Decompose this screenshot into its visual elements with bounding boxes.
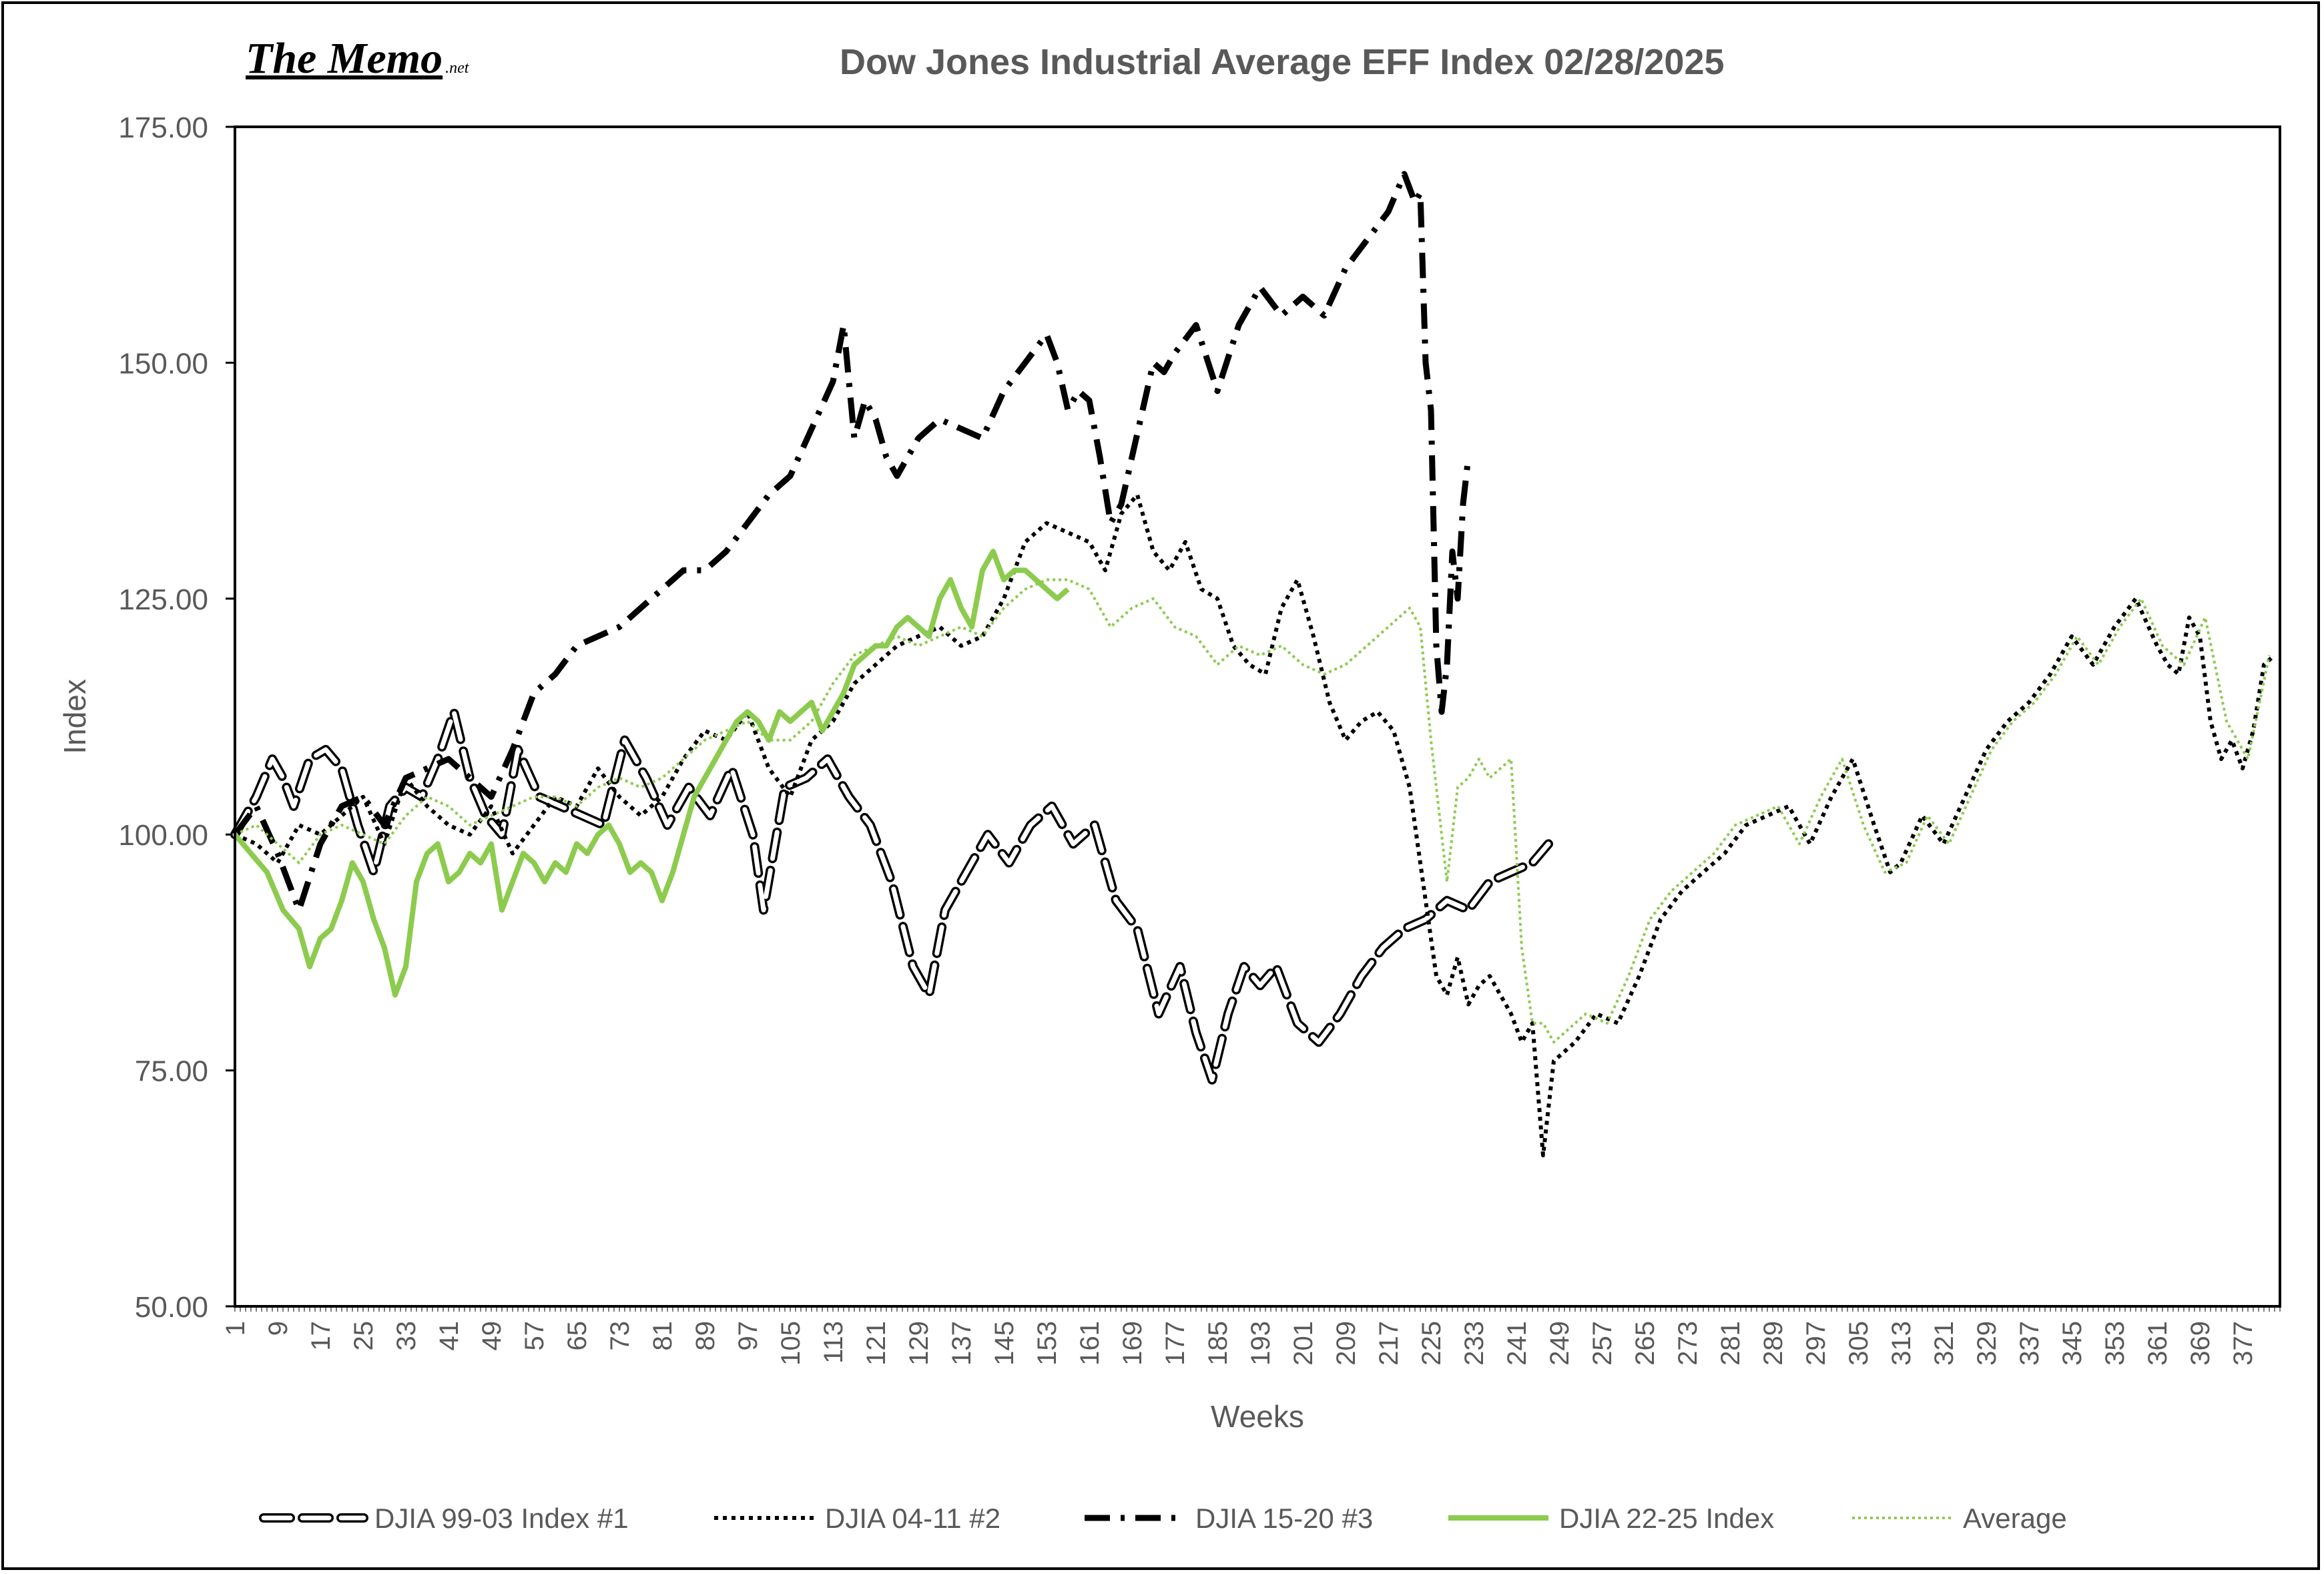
y-axis-label: Index — [57, 679, 92, 754]
y-tick-label: 150.00 — [118, 347, 208, 380]
x-tick-label: 105 — [776, 1321, 806, 1366]
x-tick-label: 289 — [1759, 1321, 1788, 1366]
x-tick-label: 97 — [734, 1321, 763, 1351]
x-tick-label: 257 — [1588, 1321, 1617, 1366]
x-tick-label: 65 — [563, 1321, 592, 1351]
y-tick-label: 50.00 — [135, 1291, 208, 1324]
brand-suffix: .net — [445, 59, 469, 77]
x-tick-label: 89 — [691, 1321, 720, 1351]
legend-item-4: DJIA 22-25 Index — [1448, 1503, 1774, 1534]
series-line — [232, 549, 1070, 998]
x-tick-label: 145 — [990, 1321, 1019, 1366]
x-tick-label: 369 — [2186, 1321, 2215, 1366]
legend-label: DJIA 22-25 Index — [1559, 1503, 1774, 1534]
x-tick-label: 57 — [520, 1321, 549, 1351]
x-tick-label: 169 — [1118, 1321, 1147, 1366]
x-tick-label: 353 — [2100, 1321, 2130, 1366]
y-tick-label: 100.00 — [118, 819, 208, 852]
x-tick-label: 17 — [306, 1321, 336, 1351]
x-tick-label: 321 — [1930, 1321, 1959, 1366]
series-3 — [232, 171, 1472, 913]
x-tick-label: 217 — [1374, 1321, 1404, 1366]
x-tick-label: 345 — [2058, 1321, 2087, 1366]
y-tick-label: 125.00 — [118, 583, 208, 616]
x-tick-label: 233 — [1460, 1321, 1489, 1366]
legend-label: DJIA 15-20 #3 — [1195, 1503, 1373, 1534]
series-4 — [232, 549, 1070, 998]
series-5 — [234, 578, 2271, 1044]
x-tick-label: 113 — [819, 1321, 848, 1364]
x-tick-label: 33 — [392, 1321, 421, 1351]
x-tick-label: 41 — [434, 1321, 464, 1351]
brand-name: The Memo — [246, 34, 443, 83]
x-tick-label: 177 — [1161, 1321, 1190, 1366]
x-tick-label: 361 — [2143, 1321, 2172, 1366]
series-1 — [230, 707, 1553, 1085]
x-tick-label: 49 — [477, 1321, 507, 1351]
x-tick-label: 201 — [1289, 1321, 1318, 1366]
x-tick-label: 9 — [264, 1321, 293, 1336]
x-tick-label: 273 — [1673, 1321, 1703, 1366]
x-axis-label: Weeks — [1211, 1399, 1304, 1434]
legend-item-5: Average — [1852, 1503, 2067, 1534]
x-tick-label: 281 — [1716, 1321, 1745, 1366]
x-tick-label: 121 — [862, 1321, 891, 1366]
x-tick-label: 81 — [648, 1321, 677, 1351]
y-tick-label: 75.00 — [135, 1055, 208, 1088]
legend-label: DJIA 04-11 #2 — [825, 1503, 1000, 1534]
x-tick-label: 313 — [1887, 1321, 1916, 1366]
legend-item-2: DJIA 04-11 #2 — [714, 1503, 1000, 1534]
x-axis-ticks: 1 9 17 25 33 41 49 57 65 73 81 89 97 105 113 121 129 137 1… — [221, 1306, 2281, 1366]
x-tick-label: 337 — [2015, 1321, 2044, 1366]
legend: DJIA 99-03 Index #1 DJIA 04-11 #2 DJIA 15-… — [259, 1503, 2067, 1534]
x-tick-label: 265 — [1631, 1321, 1660, 1366]
y-axis-ticks: 50.00 75.00 100.00 125.00 150.00 175.00 — [118, 111, 235, 1324]
x-tick-label: 209 — [1332, 1321, 1361, 1366]
chart-title: Dow Jones Industrial Average EFF Index 0… — [840, 42, 1725, 82]
plot-area-border — [234, 125, 2281, 1308]
x-tick-label: 297 — [1801, 1321, 1831, 1366]
series-line — [234, 493, 2276, 1157]
brand-logo: The Memo .net — [246, 33, 469, 84]
series-2 — [234, 493, 2276, 1157]
x-tick-label: 25 — [349, 1321, 378, 1351]
legend-item-3: DJIA 15-20 #3 — [1085, 1503, 1373, 1534]
legend-item-1: DJIA 99-03 Index #1 — [259, 1503, 629, 1534]
x-tick-label: 193 — [1246, 1321, 1275, 1366]
x-tick-label: 225 — [1417, 1321, 1446, 1366]
series-layer — [230, 171, 2276, 1157]
x-tick-label: 73 — [605, 1321, 635, 1351]
series-line — [232, 171, 1472, 913]
x-tick-label: 153 — [1033, 1321, 1062, 1366]
legend-label: DJIA 99-03 Index #1 — [374, 1503, 629, 1534]
x-tick-label: 1 — [221, 1321, 250, 1336]
x-tick-label: 377 — [2229, 1321, 2258, 1366]
series-line-inner — [232, 709, 1551, 1083]
x-tick-label: 241 — [1502, 1321, 1532, 1366]
legend-label: Average — [1963, 1503, 2067, 1534]
x-tick-label: 305 — [1844, 1321, 1873, 1366]
series-line — [234, 578, 2271, 1044]
x-tick-label: 129 — [904, 1321, 934, 1366]
x-tick-label: 161 — [1075, 1321, 1105, 1366]
x-tick-label: 137 — [947, 1321, 976, 1366]
y-tick-label: 175.00 — [118, 111, 208, 144]
x-tick-label: 249 — [1545, 1321, 1574, 1366]
x-tick-label: 185 — [1203, 1321, 1233, 1366]
x-tick-label: 329 — [1972, 1321, 2002, 1366]
